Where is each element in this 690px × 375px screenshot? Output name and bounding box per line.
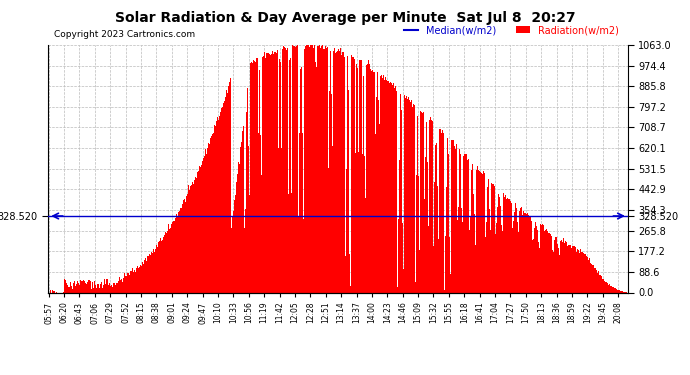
Text: Copyright 2023 Cartronics.com: Copyright 2023 Cartronics.com xyxy=(54,30,195,39)
Legend: Median(w/m2), Radiation(w/m2): Median(w/m2), Radiation(w/m2) xyxy=(400,21,623,39)
Text: Solar Radiation & Day Average per Minute  Sat Jul 8  20:27: Solar Radiation & Day Average per Minute… xyxy=(115,11,575,25)
